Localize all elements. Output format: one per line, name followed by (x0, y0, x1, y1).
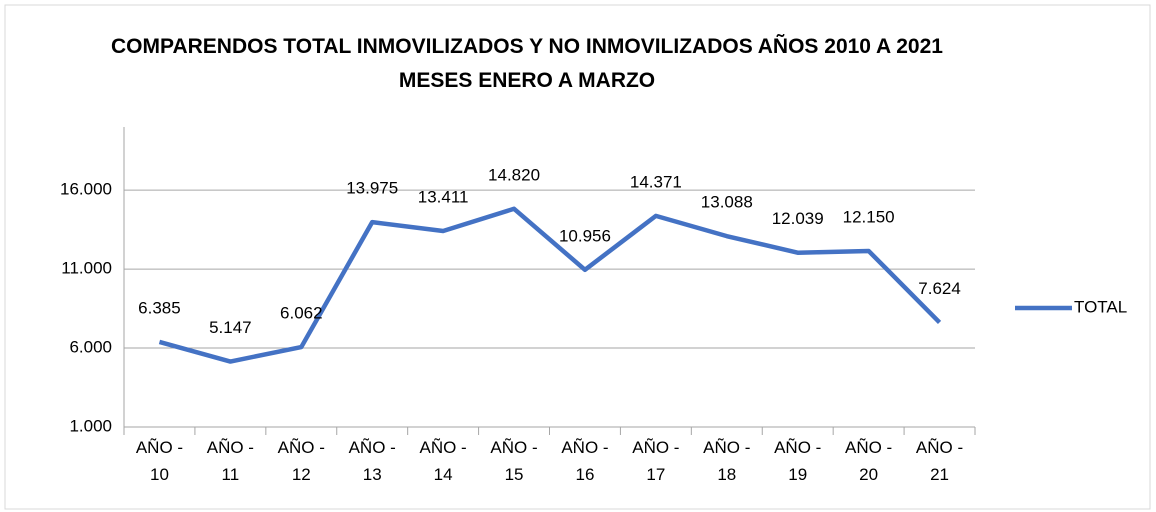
data-label: 13.975 (346, 179, 398, 198)
x-tick-label: AÑO - 18 (703, 438, 751, 484)
y-tick-label: 1.000 (69, 416, 112, 435)
y-tick-label: 11.000 (61, 259, 112, 278)
data-label: 12.039 (772, 209, 824, 228)
x-tick-label: AÑO - 11 (206, 438, 254, 484)
x-tick-label: AÑO - 20 (845, 438, 893, 484)
x-tick-label: AÑO - 19 (774, 438, 822, 484)
chart-border (4, 4, 1151, 510)
data-label: 7.624 (918, 279, 961, 298)
y-tick-label: 6.000 (69, 338, 112, 357)
chart-title: COMPARENDOS TOTAL INMOVILIZADOS Y NO INM… (111, 35, 943, 92)
data-label: 5.147 (209, 318, 252, 337)
data-label: 6.385 (138, 298, 181, 317)
x-tick-label: AÑO - 21 (915, 438, 964, 484)
y-tick-label: 16.000 (60, 180, 112, 199)
x-tick-label: AÑO - 15 (490, 438, 538, 484)
legend-label: TOTAL (1074, 297, 1127, 316)
series-line (158, 206, 942, 364)
data-label: 6.062 (280, 304, 323, 323)
x-tick-label: AÑO - 13 (348, 438, 396, 484)
x-tick-label: AÑO - 16 (561, 438, 609, 484)
data-label: 14.371 (630, 172, 682, 191)
data-label: 13.088 (701, 193, 753, 212)
x-tick-label: AÑO - 10 (135, 438, 184, 484)
data-label: 10.956 (559, 226, 611, 245)
data-label: 14.820 (488, 165, 540, 184)
x-tick-label: AÑO - 12 (277, 438, 325, 484)
x-tick-label: AÑO - 17 (632, 438, 680, 484)
data-label: 12.150 (843, 207, 895, 226)
x-tick-label: AÑO - 14 (419, 438, 467, 484)
data-label: 13.411 (418, 188, 469, 207)
